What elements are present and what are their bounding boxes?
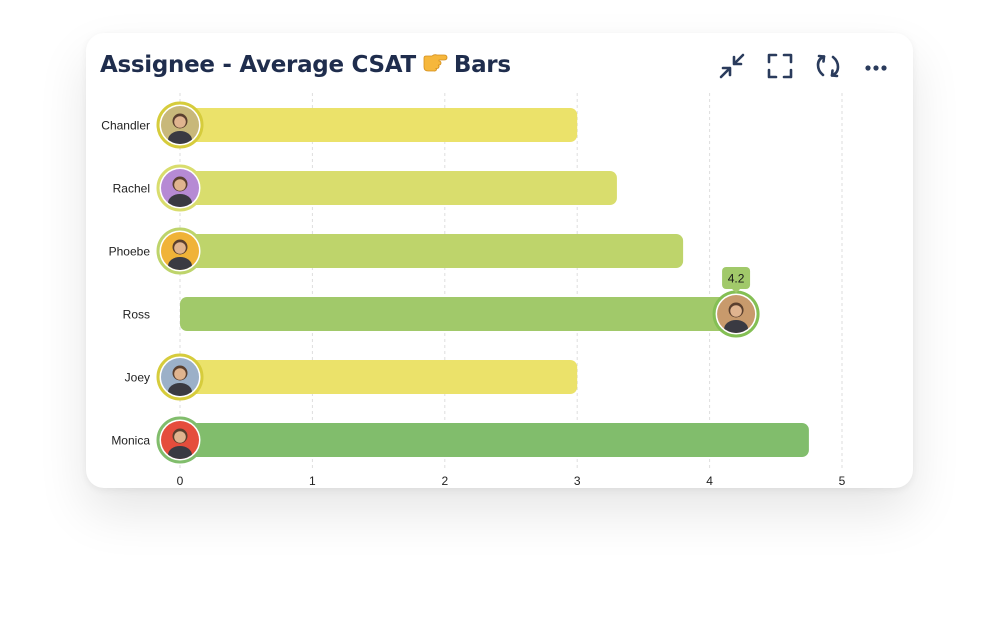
chart-title: Assignee - Average CSAT Bars [100,52,511,78]
category-label: Rachel [113,182,150,196]
fullscreen-icon [766,52,794,83]
x-tick-label: 1 [309,474,316,488]
avatar [156,353,204,401]
more-icon [864,60,888,75]
chart-title-suffix: Bars [453,52,511,78]
category-label: Phoebe [109,245,151,259]
collapse-icon [718,52,746,83]
pointing-hand-icon [422,52,448,78]
avatar [156,227,204,275]
gridlines [179,93,843,471]
category-label: Joey [125,371,150,385]
avatar [156,416,204,464]
chart-toolbar [715,51,893,83]
refresh-icon [814,52,842,83]
bar [180,297,737,331]
x-tick-label: 0 [177,474,184,488]
avatar [156,164,204,212]
x-tick-label: 2 [441,474,448,488]
bar-chart: 0 1 2 3 4 5 Chandler Rachel Phoebe Ross 4.2 Joey Mon… [101,93,846,488]
category-label: Chandler [101,119,150,133]
refresh-button[interactable] [811,51,845,83]
tooltip-value: 4.2 [728,272,745,286]
avatar [156,101,204,149]
bar [180,423,809,457]
more-button[interactable] [859,51,893,83]
x-tick-label: 4 [706,474,713,488]
collapse-button[interactable] [715,51,749,83]
value-tooltip: 4.2 [722,267,751,293]
chart-card: Assignee - Average CSAT Bars [86,33,913,488]
x-tick-label: 3 [574,474,581,488]
bar [180,234,684,268]
bar [180,108,578,142]
chart-title-text: Assignee - Average CSAT [100,52,416,78]
category-label: Monica [111,434,150,448]
bar [180,171,617,205]
x-tick-label: 5 [839,474,846,488]
category-label: Ross [123,308,150,322]
avatar [712,290,760,338]
bar [180,360,578,394]
fullscreen-button[interactable] [763,51,797,83]
